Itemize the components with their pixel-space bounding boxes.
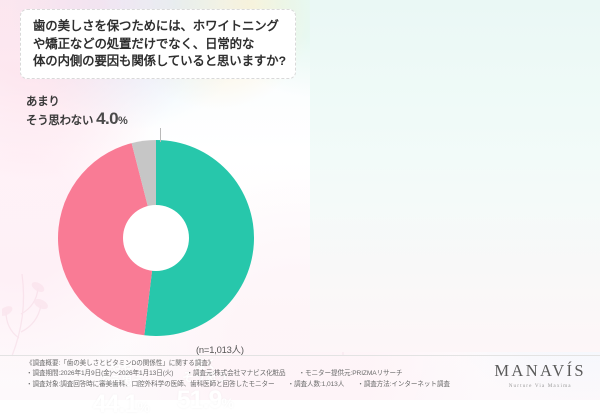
donut-slice-0: [144, 140, 255, 336]
donut-slice-strong-line1: 強く: [193, 358, 217, 371]
donut-outside-label-line-1: あまり: [26, 96, 60, 108]
donut-sample-size: (n=1,013人): [196, 344, 244, 355]
footer-survey-source: ・調査元:株式会社マナビス化粧品: [186, 370, 286, 378]
footer-respondent-count: ・調査人数:1,013人: [287, 380, 345, 388]
donut-slice-strong-line2: そう思う: [182, 371, 228, 385]
footer-line-3: ・調査対象:調査回答時に審美歯科、口腔外科学の医師、歯科医師と回答したモニター ・…: [26, 380, 456, 390]
brand-logo-name: MANAVÍS: [494, 361, 586, 380]
footer-survey-period: ・調査期間:2026年1月9日(金)〜2026年1月13日(火): [26, 370, 174, 378]
footer-line-1: 《調査概要:「歯の美しさとビタミンDの関係性」に関する調査》: [26, 360, 215, 367]
donut-outside-label-line-2: そう思わない: [26, 114, 94, 127]
left-panel: 歯の美しさを保つためには、ホワイトニング や矯正などの処置だけでなく、日常的な …: [0, 0, 310, 418]
brand-logo: MANAVÍS Nurture Via Maxima: [494, 361, 586, 389]
right-panel: 歯の美しさを保つうえで重要だと考える 栄養素は何ですか?(複数回答可) ※全9項…: [310, 0, 600, 400]
donut-outside-label: あまり そう思わない 4.0%: [26, 95, 128, 129]
footer-monitor-provider: ・モニター提供元:PRIZMAリサーチ: [298, 370, 403, 378]
donut-slice-soft-value: 44.1%: [92, 389, 150, 418]
left-question-box: 歯の美しさを保つためには、ホワイトニング や矯正などの処置だけでなく、日常的な …: [20, 9, 296, 79]
donut-leader-line: [160, 128, 161, 142]
footer-divider: [0, 355, 600, 356]
donut-center-hole: [123, 205, 189, 271]
left-question-line-3: 体の内側の要因も関係していると思いますか?: [33, 54, 286, 68]
donut-outside-value: 4.0%: [96, 108, 128, 128]
donut-slice-strong-value: 51.9%: [176, 385, 234, 414]
donut-chart-svg: [58, 140, 255, 336]
leaf-decoration-left: [2, 273, 48, 357]
donut-chart: 強く そう思う 51.9% やや そう思う 44.1%: [58, 140, 255, 418]
left-question-line-2: や矯正などの処置だけでなく、日常的な: [33, 36, 255, 51]
footer-line-2: ・調査期間:2026年1月9日(金)〜2026年1月13日(火) ・調査元:株式会…: [26, 369, 456, 379]
donut-slice-1: [58, 143, 157, 336]
brand-logo-tagline: Nurture Via Maxima: [508, 382, 572, 389]
right-panel-background: [310, 0, 600, 352]
donut-slice-soft-line1: やや: [109, 362, 133, 375]
footer-survey-method: ・調査方法:インターネット調査: [357, 380, 450, 388]
footer-survey-target: ・調査対象:調査回答時に審美歯科、口腔外科学の医師、歯科医師と回答したモニター: [26, 380, 275, 388]
left-question-line-1: 歯の美しさを保つためには、ホワイトニング: [33, 19, 279, 33]
footer-notes: 《調査概要:「歯の美しさとビタミンDの関係性」に関する調査》 ・調査期間:202…: [26, 359, 456, 390]
donut-slice-soft-line2: そう思う: [98, 375, 144, 389]
